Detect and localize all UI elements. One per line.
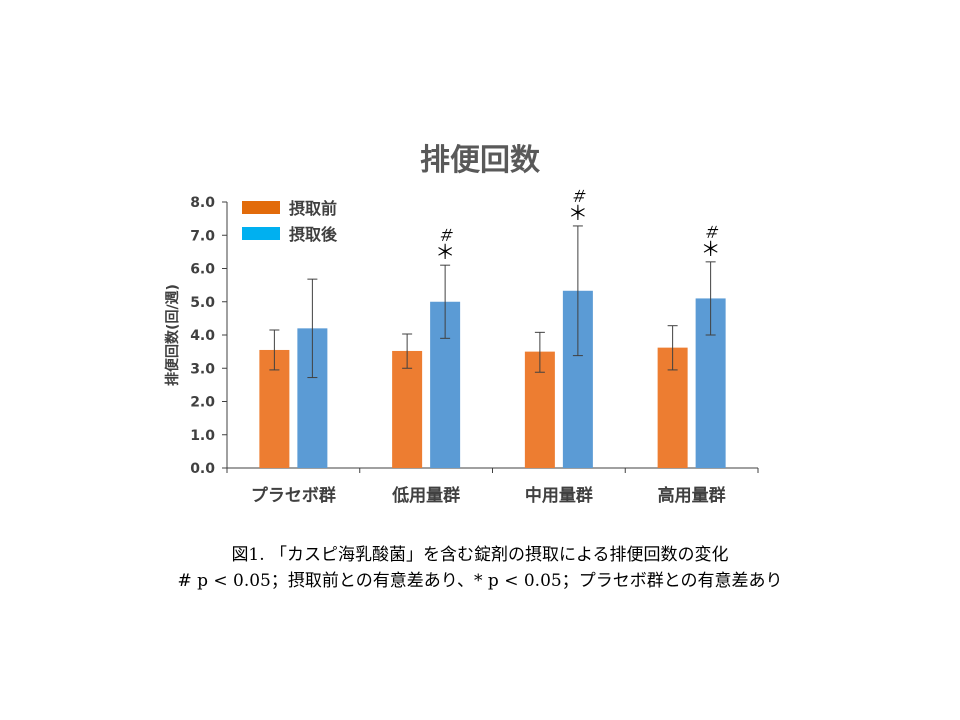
y-tick-label: 0.0: [190, 461, 215, 477]
x-tick-label: プラセボ群: [251, 485, 336, 506]
significance-hash: ＃: [437, 226, 453, 245]
significance-hash: ＃: [570, 187, 586, 206]
significance-star: ＊: [568, 201, 588, 225]
y-axis-label: 排便回数(回/週): [164, 284, 181, 386]
legend-swatch: [242, 201, 280, 214]
bars: [259, 290, 726, 468]
legend-label: 摂取前: [289, 199, 337, 218]
error-bars: [269, 225, 716, 379]
y-tick-label: 5.0: [190, 295, 215, 311]
y-tick-label: 3.0: [190, 361, 215, 377]
chart-title: 排便回数: [420, 143, 541, 178]
significance-star: ＊: [435, 240, 455, 264]
y-tick-label: 6.0: [190, 262, 215, 278]
y-tick-label: 1.0: [190, 428, 215, 444]
x-tick-label: 中用量群: [525, 485, 593, 506]
axes: 0.0 1.0 2.0 3.0 4.0 5.0 6.0 7.0 8.0 プラセボ群 低用量群 中用量群…: [190, 195, 759, 506]
x-tick-label: 高用量群: [658, 485, 726, 506]
significance-star: ＊: [701, 237, 721, 261]
y-tick-label: 2.0: [190, 395, 215, 411]
significance-hash: ＃: [703, 223, 719, 242]
figure-caption: 図1. 「カスピ海乳酸菌」を含む錠剤の摂取による排便回数の変化: [231, 545, 729, 565]
legend-swatch: [242, 227, 280, 240]
x-tick-label: 低用量群: [391, 485, 460, 506]
y-tick-label: 8.0: [190, 195, 215, 211]
y-tick-label: 4.0: [190, 328, 215, 344]
significance-note: # p < 0.05；摂取前との有意差あり、* p < 0.05；プラセボ群との…: [177, 571, 783, 591]
significance-annotations: ＊＃＊＃＊＃: [435, 187, 721, 264]
bar-before: [392, 350, 423, 468]
y-tick-label: 7.0: [190, 228, 215, 244]
legend-label: 摂取後: [289, 225, 338, 244]
